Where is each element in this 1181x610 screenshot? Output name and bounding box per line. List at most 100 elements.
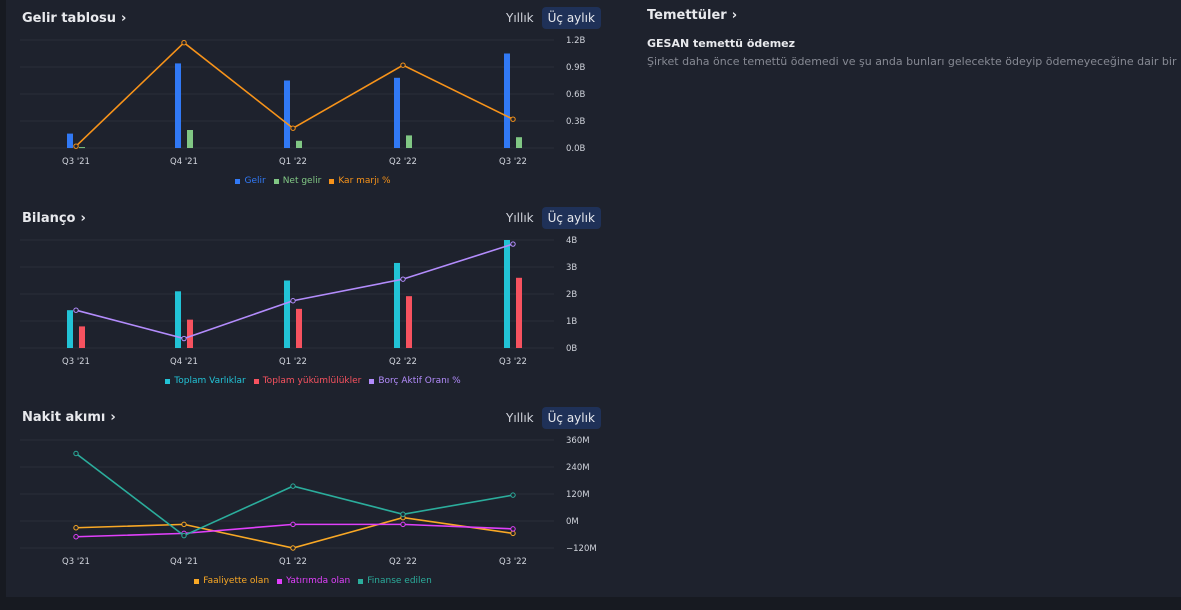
data-point[interactable] [73,525,79,531]
income-statement-chart: 1.2B 0.9B 0.6B 0.3B 0.0B Q3 '21 Q4 '21 Q1 '22 Q2… [20,36,586,167]
bar[interactable] [284,280,290,349]
data-point[interactable] [181,335,187,342]
y-tick-label: 0M [566,517,579,527]
cash-flow-chart: 360M 240M 120M 0M −120M Q3 '21 Q4 '21 Q1 '22 Q2 … [20,436,597,567]
legend-item[interactable]: Kar marjı % [329,176,391,186]
bar[interactable] [296,308,302,348]
x-tick-label: Q2 '22 [389,557,417,567]
bar[interactable] [394,262,400,348]
data-point[interactable] [290,298,296,304]
bar[interactable] [284,80,290,149]
data-point[interactable] [73,307,79,313]
legend-swatch [165,378,171,384]
legend-label: Toplam yükümlülükler [262,376,362,386]
y-tick-label: 360M [566,436,590,446]
bar[interactable] [67,133,73,148]
legend-item[interactable]: Faaliyette olan [194,576,269,586]
data-point[interactable] [181,521,187,528]
tab-annual[interactable]: Yıllık [506,211,534,225]
balance-sheet-title-label: Bilanço [22,211,76,226]
income-statement-title[interactable]: Gelir tablosu › [22,11,126,26]
legend-label: Kar marjı % [338,176,391,186]
data-point[interactable] [73,534,79,540]
data-point[interactable] [510,526,516,532]
bar[interactable] [504,240,510,348]
chevron-right-icon: › [121,11,127,26]
data-point[interactable] [400,511,406,517]
legend-swatch [358,578,364,584]
legend-swatch [329,178,335,184]
x-tick-label: Q1 '22 [279,357,307,367]
income-period-tabs: Yıllık Üç aylık [498,7,601,29]
legend-item[interactable]: Yatırımda olan [277,576,350,586]
legend-item[interactable]: Net gelir [273,176,321,186]
legend-label: Borç Aktif Oranı % [378,376,461,386]
bar[interactable] [79,147,85,149]
data-point[interactable] [510,116,516,122]
legend-item[interactable]: Finanse edilen [358,576,432,586]
legend-label: Finanse edilen [367,576,432,586]
balance-sheet-chart: 4B 3B 2B 1B 0B Q3 '21 Q4 '21 Q1 '22 Q2 '22 Q3 '22 [20,236,577,367]
dividends-title[interactable]: Temettüler › [647,8,737,23]
bar[interactable] [187,319,193,348]
tab-quarterly[interactable]: Üç aylık [541,7,601,29]
bar[interactable] [406,296,412,348]
bar[interactable] [296,140,302,148]
y-tick-label: 0.6B [566,90,586,100]
y-tick-label: 120M [566,490,590,500]
bar[interactable] [67,310,73,348]
x-tick-label: Q3 '21 [62,157,90,167]
balance-sheet-title[interactable]: Bilanço › [22,211,86,226]
data-point[interactable] [181,40,187,46]
x-tick-label: Q3 '21 [62,357,90,367]
legend-swatch [369,378,375,384]
data-point[interactable] [400,521,406,528]
data-point[interactable] [510,492,516,498]
x-tick-label: Q1 '22 [279,157,307,167]
x-tick-label: Q4 '21 [170,357,198,367]
cashflow-period-tabs: Yıllık Üç aylık [498,407,601,429]
legend-swatch [194,578,200,584]
tab-annual[interactable]: Yıllık [506,411,534,425]
y-tick-label: 1.2B [566,36,586,46]
legend-label: Toplam Varlıklar [174,376,246,386]
data-point[interactable] [510,241,516,247]
data-point[interactable] [510,530,516,537]
data-point[interactable] [181,532,187,539]
x-tick-label: Q3 '22 [499,557,527,567]
bar[interactable] [175,63,181,148]
balance-period-tabs: Yıllık Üç aylık [498,207,601,229]
y-tick-label: 3B [566,263,577,273]
bar[interactable] [406,135,412,148]
x-tick-label: Q2 '22 [389,157,417,167]
legend-item[interactable]: Toplam Varlıklar [165,376,246,386]
data-point[interactable] [290,483,296,489]
tab-annual[interactable]: Yıllık [506,11,534,25]
bar[interactable] [504,53,510,149]
legend-item[interactable]: Toplam yükümlülükler [253,376,362,386]
data-point[interactable] [290,521,296,528]
bar[interactable] [516,277,522,348]
x-tick-label: Q2 '22 [389,357,417,367]
data-point[interactable] [290,125,296,131]
legend-label: Faaliyette olan [203,576,270,586]
bar[interactable] [175,291,181,348]
bar[interactable] [516,137,522,148]
data-point[interactable] [290,545,296,551]
cash-flow-title[interactable]: Nakit akımı › [22,410,116,425]
dividends-description: Şirket daha önce temettü ödemedi ve şu a… [647,55,1181,68]
bar[interactable] [187,130,193,148]
y-tick-label: 0B [566,344,577,354]
legend-item[interactable]: Borç Aktif Oranı % [369,376,461,386]
data-point[interactable] [400,276,406,282]
y-tick-label: 4B [566,236,577,246]
data-point[interactable] [73,450,79,457]
legend-item[interactable]: Gelir [235,176,266,186]
bar[interactable] [79,326,85,348]
data-point[interactable] [400,62,406,68]
dividends-title-label: Temettüler [647,8,727,23]
tab-quarterly[interactable]: Üç aylık [541,207,601,229]
tab-quarterly[interactable]: Üç aylık [541,407,601,429]
data-point[interactable] [73,143,79,149]
bar[interactable] [394,77,400,148]
